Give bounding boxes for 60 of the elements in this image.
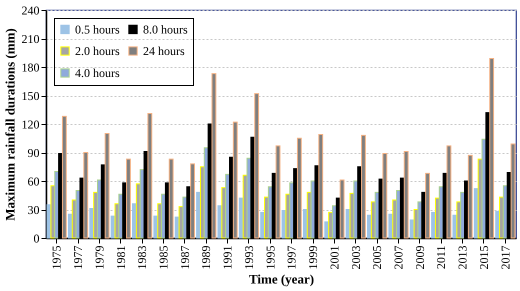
bar (254, 93, 260, 238)
x-tick-label: 2009 (412, 246, 427, 270)
bar (168, 158, 174, 238)
y-tick-label: 30 (28, 203, 40, 217)
y-axis-title: Maximum rainfall durations (mm) (2, 28, 18, 221)
x-tick-label: 2017 (498, 246, 512, 270)
x-tick-label: 1983 (135, 246, 150, 270)
bar (404, 151, 409, 238)
legend-label: 2.0 hours (75, 44, 120, 58)
bar (318, 134, 324, 238)
bar (232, 122, 238, 238)
y-tick-label: 240 (22, 4, 40, 18)
bar (83, 152, 88, 238)
x-tick-label: 2007 (392, 246, 406, 270)
x-axis-title: Time (year) (248, 272, 314, 286)
x-tick-label: 1991 (220, 246, 235, 270)
bar (211, 73, 216, 238)
bar (361, 134, 366, 238)
x-tick-label: 1985 (156, 246, 170, 270)
x-tick-label: 1981 (114, 246, 128, 270)
x-tick-label: 1999 (306, 246, 320, 270)
bar (296, 138, 302, 238)
bar (489, 58, 494, 238)
y-tick-label: 90 (28, 146, 40, 160)
x-tick-label: 2011 (434, 246, 448, 270)
bar (104, 133, 110, 238)
y-tick-label: 120 (22, 118, 40, 132)
x-tick-label: 2003 (348, 246, 363, 270)
bar (126, 158, 131, 238)
x-tick-label: 1979 (92, 246, 106, 270)
x-tick-label: 2015 (476, 246, 491, 270)
bar (276, 145, 280, 238)
y-tick-label: 210 (22, 32, 40, 46)
x-tick-label: 1989 (199, 246, 214, 270)
bar (468, 154, 473, 238)
x-tick-label: 1977 (71, 246, 86, 270)
bar (147, 113, 152, 238)
legend-label: 8.0 hours (143, 22, 188, 36)
bar (382, 152, 388, 238)
x-tick-label: 1993 (242, 246, 256, 270)
bar (425, 172, 430, 238)
x-tick-label: 1975 (50, 246, 64, 270)
x-tick-label: 1995 (263, 246, 278, 270)
bar (446, 145, 452, 238)
y-tick-label: 180 (22, 60, 40, 74)
x-tick-label: 2001 (327, 246, 342, 270)
legend-label: 24 hours (143, 44, 185, 58)
bar (190, 163, 195, 238)
x-tick-label: 2005 (370, 246, 384, 270)
x-tick-label: 1997 (284, 246, 299, 270)
bar (62, 116, 67, 238)
legend-label: 4.0 hours (75, 66, 120, 80)
y-tick-label: 150 (22, 89, 40, 103)
x-tick-label: 2013 (456, 246, 470, 270)
y-tick-label: 60 (28, 174, 40, 188)
legend-label: 0.5 hours (75, 22, 120, 36)
y-tick-label: 0 (34, 232, 40, 246)
x-tick-label: 1987 (178, 246, 192, 270)
bar (340, 180, 345, 238)
bar (510, 143, 516, 238)
